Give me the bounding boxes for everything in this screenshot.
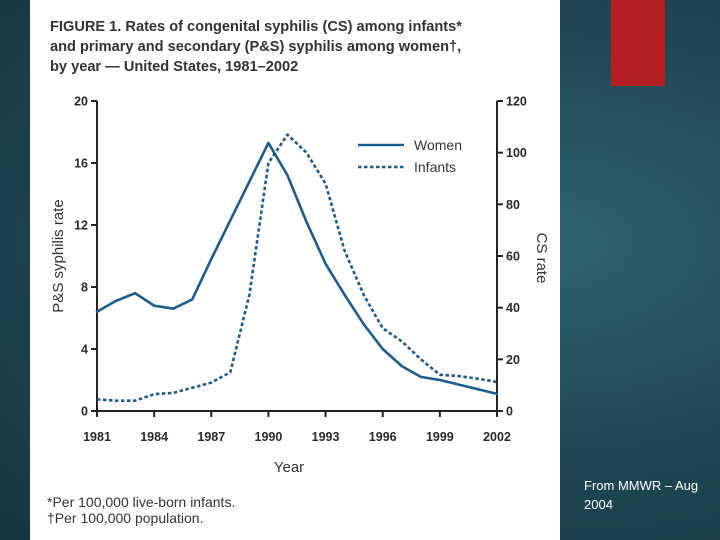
x-tick-label: 1987 — [197, 430, 225, 444]
x-tick-label: 1981 — [83, 430, 111, 444]
chart-series — [95, 133, 499, 403]
y-axis-label-right: CS rate — [533, 233, 550, 284]
source-note: From MMWR – Aug 2004 — [584, 478, 699, 512]
footnote: †Per 100,000 population. — [47, 510, 204, 526]
series-line-women — [95, 141, 499, 396]
x-tick-label: 1984 — [140, 430, 168, 444]
figure-title-line: by year — United States, 1981–2002 — [50, 59, 299, 75]
footnote: *Per 100,000 live-born infants. — [47, 494, 236, 510]
x-tick-label: 1990 — [255, 430, 283, 444]
y-tick-label-left: 0 — [81, 405, 88, 419]
y-tick-label-right: 40 — [506, 301, 520, 315]
y-tick-label-right: 80 — [506, 198, 520, 212]
figure-footnotes: *Per 100,000 live-born infants. †Per 100… — [47, 494, 347, 526]
y-tick-label-right: 60 — [506, 250, 520, 264]
y-tick-label-left: 16 — [74, 157, 88, 171]
figure-title: FIGURE 1. Rates of congenital syphilis (… — [50, 17, 560, 77]
x-tick-label: 2002 — [483, 430, 511, 444]
y-tick-label-left: 20 — [74, 95, 88, 109]
y-tick-label-right: 100 — [506, 146, 527, 160]
y-tick-label-left: 8 — [81, 281, 88, 295]
figure-panel — [30, 0, 560, 540]
x-tick-label: 1996 — [369, 430, 397, 444]
x-axis-label: Year — [274, 459, 304, 476]
x-tick-label: 1999 — [426, 430, 454, 444]
figure-title-line: FIGURE 1. Rates of congenital syphilis (… — [50, 19, 462, 35]
y-tick-label-left: 12 — [74, 219, 88, 233]
y-tick-label-right: 120 — [506, 95, 527, 109]
red-accent-bar — [611, 0, 665, 86]
chart-legend: Women Infants — [358, 137, 462, 175]
figure-title-line: and primary and secondary (P&S) syphilis… — [50, 39, 462, 55]
y-tick-label-right: 20 — [506, 353, 520, 367]
legend-label-women: Women — [414, 137, 462, 153]
y-tick-label-right: 0 — [506, 405, 513, 419]
series-line-infants — [96, 133, 498, 403]
y-axis-label-left: P&S syphilis rate — [50, 199, 67, 312]
y-tick-label-left: 4 — [81, 343, 88, 357]
x-tick-label: 1993 — [312, 430, 340, 444]
legend-label-infants: Infants — [414, 159, 456, 175]
